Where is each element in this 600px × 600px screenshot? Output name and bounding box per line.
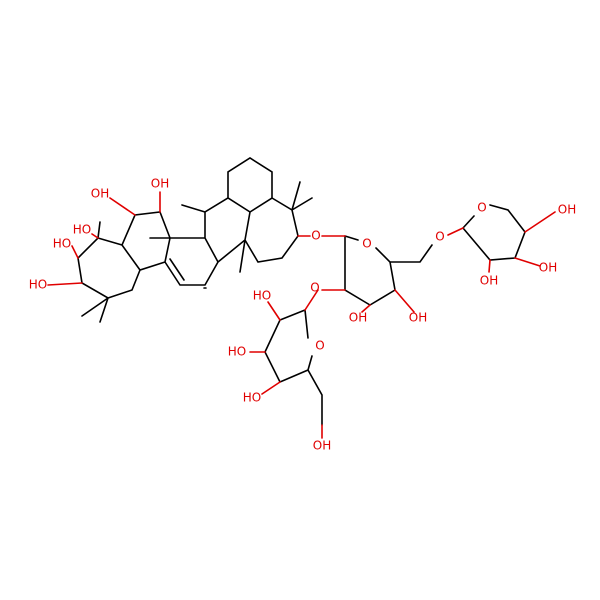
atom-label: OH — [480, 274, 498, 288]
atom-label: O — [311, 229, 320, 243]
sugar-bonds — [264, 204, 526, 426]
atom-label: OH — [151, 177, 169, 191]
atom-label: O — [477, 201, 486, 215]
atom-label: OH — [313, 439, 331, 453]
atom-label: O — [435, 230, 444, 244]
atom-label: OH — [539, 261, 557, 275]
atom-label: HO — [243, 391, 261, 405]
atom-label: HO — [53, 237, 71, 251]
oxygen-links — [47, 191, 556, 439]
atom-label: OH — [409, 311, 427, 325]
atom-label: HO — [253, 289, 271, 303]
bonds — [47, 157, 556, 439]
atom-label: HO — [29, 278, 47, 292]
atom-label: O — [315, 339, 324, 353]
atom-label: OH — [91, 187, 109, 201]
atom-label: O — [362, 237, 371, 251]
atom-label: HO — [73, 223, 91, 237]
atom-label: OH — [558, 203, 576, 217]
atom-label: OH — [349, 311, 367, 325]
atom-label: HO — [228, 345, 246, 359]
triterpene-core — [77, 157, 313, 323]
atom-label: O — [310, 281, 319, 295]
